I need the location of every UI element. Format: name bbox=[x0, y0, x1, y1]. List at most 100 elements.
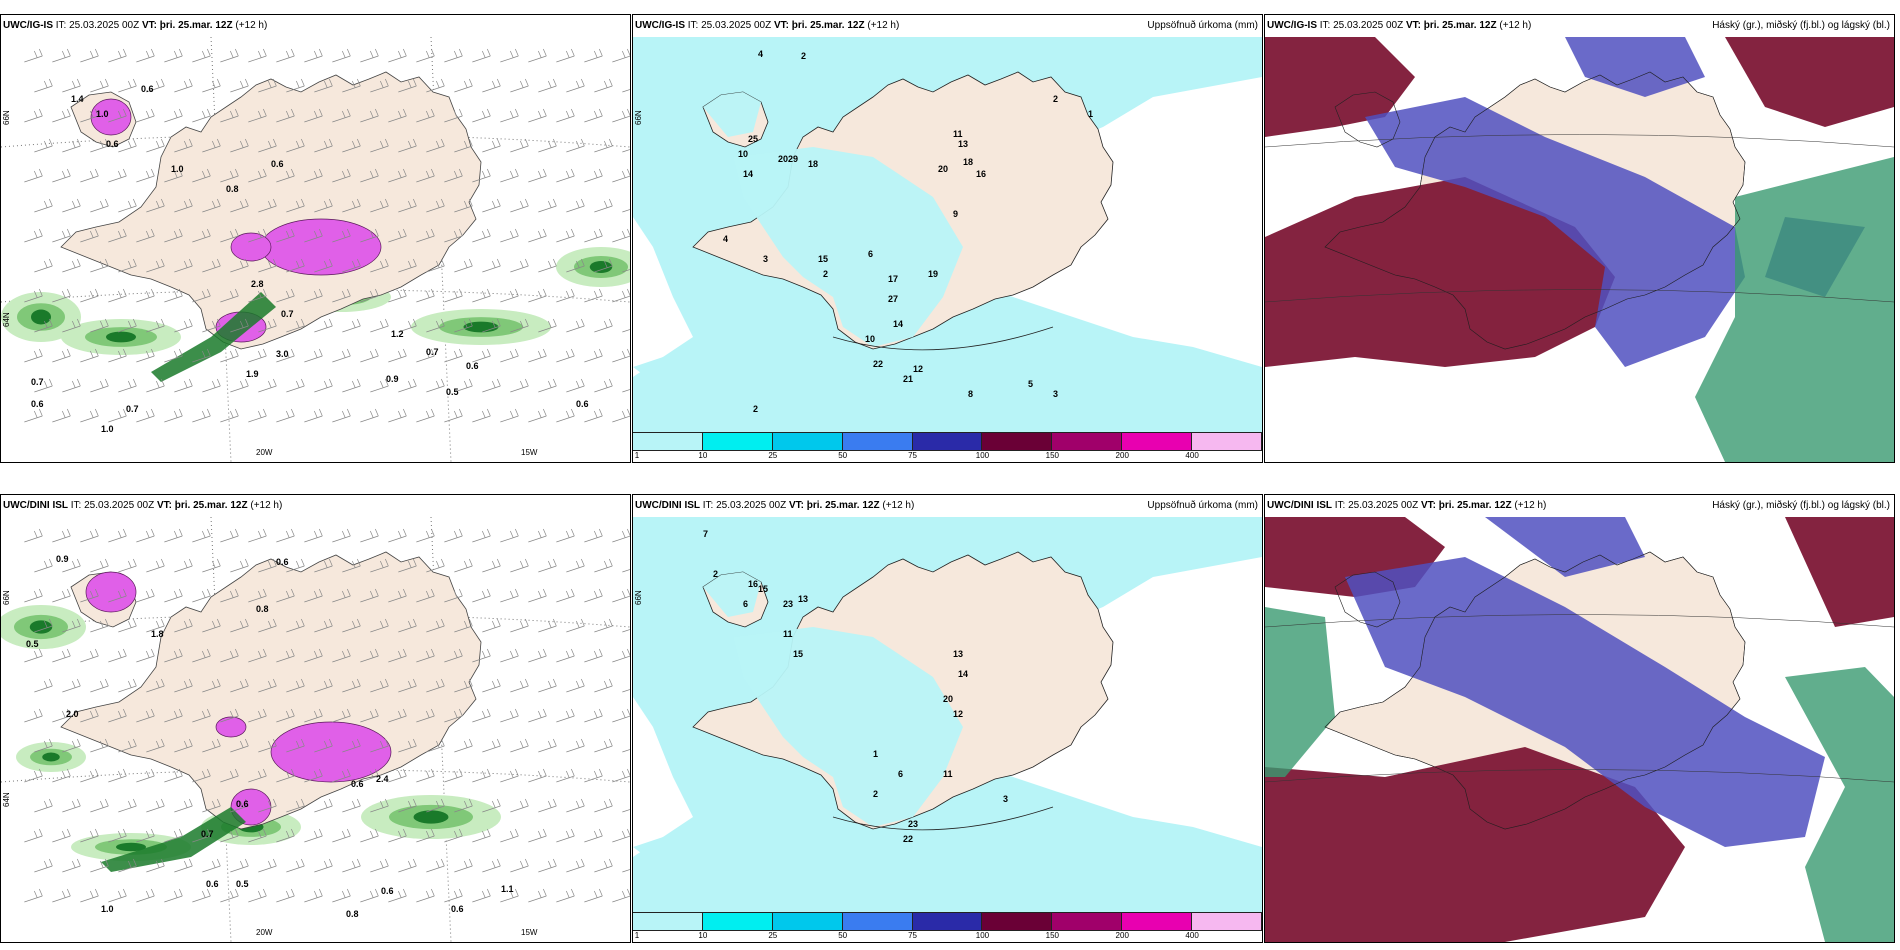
legend-tick: 50 bbox=[838, 451, 848, 460]
legend-swatch bbox=[982, 432, 1053, 451]
precip-value-label: 18 bbox=[808, 159, 818, 169]
wind-value-label: 0.5 bbox=[26, 639, 39, 649]
wind-value-label: 0.6 bbox=[576, 399, 589, 409]
legend-swatch bbox=[1192, 432, 1262, 451]
legend-swatch bbox=[842, 432, 913, 451]
wind-value-label: 2.8 bbox=[251, 279, 264, 289]
legend-swatch bbox=[1192, 912, 1262, 931]
precip-panel-bottom: UWC/DINI ISL IT: 25.03.2025 00Z VT: þri.… bbox=[632, 494, 1263, 943]
precip-legend: 1 10 25 50 75 100 150 200 400 bbox=[633, 432, 1262, 462]
precip-value-label: 6 bbox=[743, 599, 748, 609]
precip-value-label: 2 bbox=[713, 569, 718, 579]
precip-value-label: 2 bbox=[1053, 94, 1058, 104]
legend-swatch bbox=[772, 432, 843, 451]
precip-value-label: 10 bbox=[865, 334, 875, 344]
precip-value-label: 14 bbox=[893, 319, 903, 329]
wind-precip-panel-top: UWC/IG-IS IT: 25.03.2025 00Z VT: þri. 25… bbox=[0, 14, 631, 463]
precip-value-label: 11 bbox=[783, 629, 793, 639]
precip-value-label: 1 bbox=[1088, 109, 1093, 119]
legend-tick: 150 bbox=[1045, 451, 1060, 460]
wind-value-label: 0.6 bbox=[466, 361, 479, 371]
wind-value-label: 1.2 bbox=[391, 329, 404, 339]
precip-value-label: 15 bbox=[818, 254, 828, 264]
precip-value-label: 20 bbox=[938, 164, 948, 174]
legend-tick: 1 bbox=[634, 931, 640, 940]
precip-panel-top: UWC/IG-IS IT: 25.03.2025 00Z VT: þri. 25… bbox=[632, 14, 1263, 463]
precip-map: 7 2 6 16 15 23 13 11 15 13 14 20 12 1 6 2 23 22 11 3 66N bbox=[633, 517, 1262, 942]
legend-tick: 75 bbox=[908, 931, 917, 940]
legend-swatch bbox=[1052, 432, 1123, 451]
cloud-panel-bottom: UWC/DINI ISL IT: 25.03.2025 00Z VT: þri.… bbox=[1264, 494, 1895, 943]
wind-value-label: 0.6 bbox=[236, 799, 249, 809]
wind-value-label: 1.1 bbox=[501, 884, 514, 894]
precip-value-label: 3 bbox=[763, 254, 768, 264]
legend-swatch bbox=[842, 912, 913, 931]
legend-tick: 100 bbox=[975, 451, 990, 460]
svg-text:66N: 66N bbox=[2, 590, 11, 605]
wind-value-label: 1.0 bbox=[101, 424, 114, 434]
precip-value-label: 2 bbox=[823, 269, 828, 279]
precip-value-label: 21 bbox=[903, 374, 913, 384]
svg-text:66N: 66N bbox=[634, 590, 643, 605]
precip-value-label: 12 bbox=[913, 364, 923, 374]
precip-value-label: 19 bbox=[928, 269, 938, 279]
wind-value-label: 0.6 bbox=[106, 139, 119, 149]
precip-value-label: 22 bbox=[873, 359, 883, 369]
product-title: Háský (gr.), miðský (fj.bl.) og lágský (… bbox=[1712, 20, 1890, 31]
precip-value-label: 18 bbox=[963, 157, 973, 167]
wind-value-label: 0.7 bbox=[201, 829, 214, 839]
wind-value-label: 0.5 bbox=[446, 387, 459, 397]
wind-value-label: 0.6 bbox=[141, 84, 154, 94]
precip-map: 4 2 10 20 25 14 29 18 11 13 18 20 16 9 2 6 1 2 4 3 15 19 17 27 1… bbox=[633, 37, 1262, 462]
legend-tick: 50 bbox=[838, 931, 848, 940]
product-title: Uppsöfnuð úrkoma (mm) bbox=[1147, 20, 1258, 31]
legend-tick: 75 bbox=[908, 451, 917, 460]
precip-value-label: 14 bbox=[743, 169, 753, 179]
svg-text:66N: 66N bbox=[2, 110, 11, 125]
wind-value-label: 0.6 bbox=[351, 779, 364, 789]
legend-tick: 10 bbox=[698, 931, 708, 940]
wind-map: 20W 15W 66N 64N 1.4 1.0 0.6 0.6 1.0 0.6 0.8 2.8 1.9 0… bbox=[1, 37, 630, 462]
legend-tick: 150 bbox=[1045, 931, 1060, 940]
precip-value-label: 17 bbox=[888, 274, 898, 284]
legend-swatch bbox=[633, 912, 703, 931]
svg-text:20W: 20W bbox=[256, 448, 273, 457]
precip-value-label: 3 bbox=[1003, 794, 1008, 804]
legend-swatch bbox=[702, 912, 773, 931]
wind-value-label: 3.0 bbox=[276, 349, 289, 359]
wind-value-label: 0.6 bbox=[31, 399, 44, 409]
precip-value-label: 12 bbox=[953, 709, 963, 719]
wind-value-label: 0.6 bbox=[271, 159, 284, 169]
precip-value-label: 5 bbox=[1028, 379, 1033, 389]
wind-value-label: 0.7 bbox=[281, 309, 294, 319]
precip-value-label: 22 bbox=[903, 834, 913, 844]
wind-value-label: 0.6 bbox=[206, 879, 219, 889]
precip-value-label: 10 bbox=[738, 149, 748, 159]
legend-tick: 1 bbox=[634, 451, 640, 460]
svg-text:66N: 66N bbox=[634, 110, 643, 125]
legend-tick: 100 bbox=[975, 931, 990, 940]
svg-text:15W: 15W bbox=[521, 928, 538, 937]
svg-text:64N: 64N bbox=[2, 312, 11, 327]
legend-tick: 400 bbox=[1185, 451, 1199, 460]
wind-value-label: 1.0 bbox=[101, 904, 114, 914]
precip-value-label: 20 bbox=[943, 694, 953, 704]
precip-value-label: 20 bbox=[778, 154, 788, 164]
wind-precip-panel-bottom: UWC/DINI ISL IT: 25.03.2025 00Z VT: þri.… bbox=[0, 494, 631, 943]
product-title: Uppsöfnuð úrkoma (mm) bbox=[1147, 500, 1258, 511]
svg-text:64N: 64N bbox=[2, 792, 11, 807]
precip-value-label: 8 bbox=[968, 389, 973, 399]
svg-text:20W: 20W bbox=[256, 928, 273, 937]
wind-value-label: 0.7 bbox=[426, 347, 439, 357]
precip-value-label: 15 bbox=[758, 584, 768, 594]
legend-swatch bbox=[1052, 912, 1123, 931]
wind-value-label: 1.4 bbox=[71, 94, 84, 104]
wind-value-label: 1.9 bbox=[246, 369, 259, 379]
precip-value-label: 9 bbox=[953, 209, 958, 219]
panel-header: UWC/DINI ISL IT: 25.03.2025 00Z VT: þri.… bbox=[3, 500, 283, 511]
precip-value-label: 15 bbox=[793, 649, 803, 659]
panel-header: UWC/IG-IS IT: 25.03.2025 00Z VT: þri. 25… bbox=[3, 20, 268, 31]
product-title: Háský (gr.), miðský (fj.bl.) og lágský (… bbox=[1712, 500, 1890, 511]
precip-value-label: 6 bbox=[898, 769, 903, 779]
legend-swatch bbox=[912, 432, 983, 451]
